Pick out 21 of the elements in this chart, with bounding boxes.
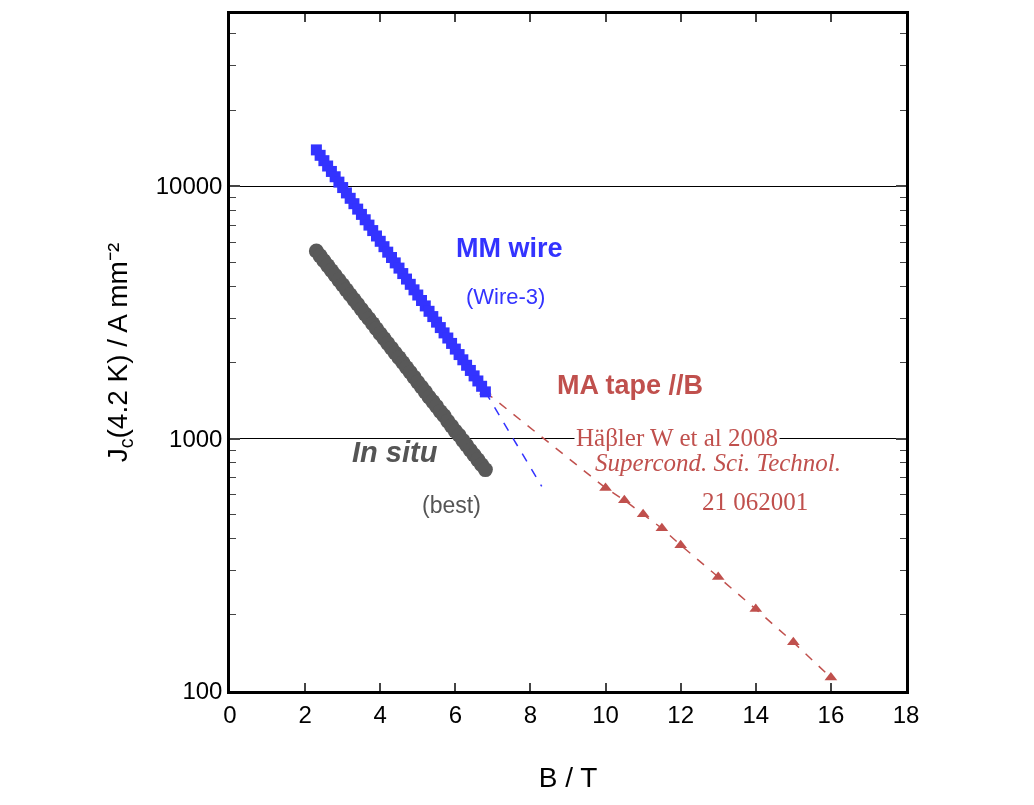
x-tick-label: 10 [592,700,619,728]
annotation: In situ [352,436,438,468]
annotation: 21 062001 [702,488,809,515]
y-tick-label: 100 [182,677,223,705]
annotation: Häβler W et al 2008 [576,424,779,451]
x-tick-label: 0 [223,700,237,728]
annotation: MA tape //B [557,370,704,400]
x-tick-label: 16 [817,700,845,728]
x-tick-label: 8 [523,700,538,728]
x-tick-label: 14 [742,700,770,728]
x-tick-label: 4 [373,700,387,728]
x-tick-label: 2 [298,700,312,728]
x-tick-label: 6 [448,700,463,728]
y-tick-label: 1000 [169,424,223,452]
annotation: MM wire [456,233,563,263]
x-tick-label: 12 [667,700,695,728]
annotation: (Wire-3) [466,284,546,309]
x-tick-label: 18 [892,700,920,728]
y-tick-label: 10000 [155,172,223,200]
annotation: (best) [422,492,481,518]
x-axis-title: B / T [538,761,598,793]
